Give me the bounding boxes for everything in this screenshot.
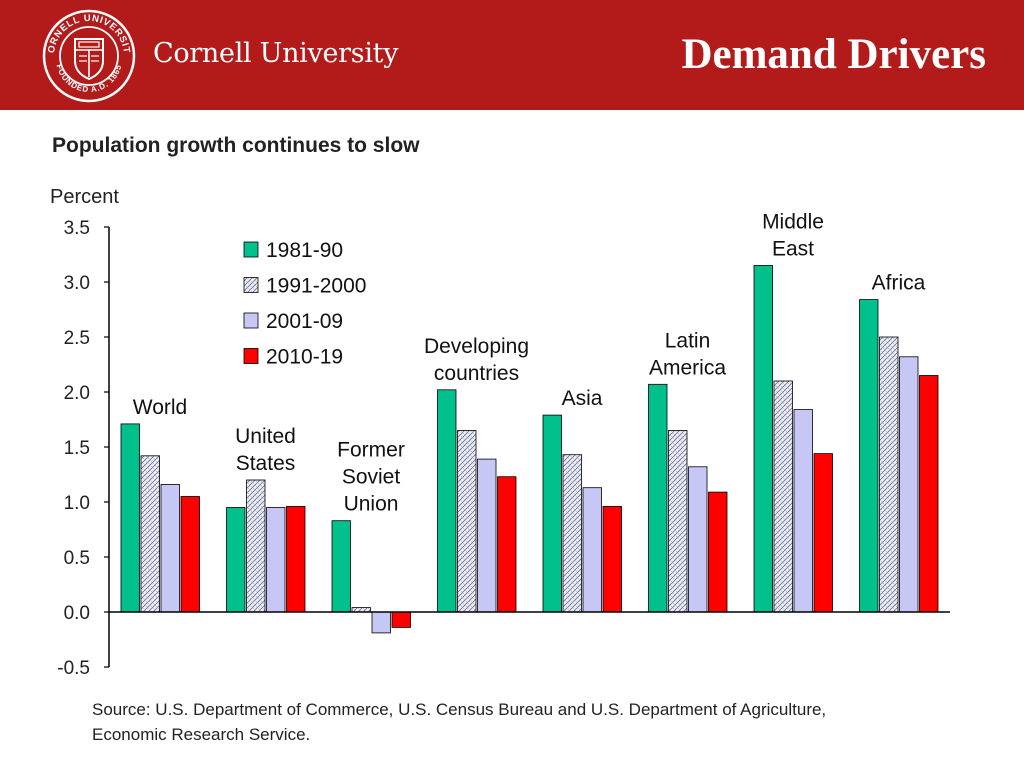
y-axis-label: Percent (50, 186, 119, 208)
category-label-line: Latin (665, 329, 711, 352)
legend-swatch (243, 277, 259, 293)
category-label: Former Soviet Union (337, 439, 405, 516)
bar-1981-90-latin-america (648, 383, 668, 613)
bar-2001-09-africa (899, 356, 919, 613)
category-label-line: Union (344, 493, 399, 516)
bar-2010-19-united-states (286, 505, 306, 613)
category-label-line: States (236, 452, 296, 475)
bar-2001-09-middle-east (793, 409, 813, 613)
bar-2010-19-world (180, 496, 200, 613)
bar-1991-2000-developing-countries (457, 430, 477, 613)
legend-label: 2010-19 (266, 346, 343, 369)
y-tick-label: 0.0 (64, 603, 90, 624)
bar-1981-90-world (120, 423, 140, 613)
bar-2010-19-developing-countries (497, 476, 517, 613)
bar-2001-09-developing-countries (477, 458, 497, 613)
y-tick-label: 2.5 (64, 328, 90, 349)
category-label-line: World (133, 396, 187, 419)
legend-swatch (243, 241, 259, 258)
bar-1981-90-asia (542, 414, 562, 613)
category-label-line: Soviet (342, 466, 401, 489)
bar-2010-19-former-soviet-union (391, 611, 411, 628)
legend-label: 1981-90 (266, 239, 343, 262)
category-label: World (133, 396, 187, 419)
category-label-line: countries (434, 362, 519, 385)
y-tick-label: 1.0 (64, 493, 90, 514)
bar-1981-90-middle-east (753, 265, 773, 613)
cornell-seal-icon: CORNELL UNIVERSITY FOUNDED A.D. 1865 (42, 9, 136, 103)
slide-title: Demand Drivers (681, 31, 986, 78)
bar-1991-2000-middle-east (773, 380, 793, 613)
category-label-line: America (649, 356, 726, 379)
bar-2010-19-latin-america (708, 491, 728, 613)
category-label-line: Asia (562, 387, 603, 410)
category-label-line: United (235, 425, 296, 448)
category-label: United States (235, 425, 296, 475)
legend-swatch (243, 312, 259, 329)
legend-label: 2001-09 (266, 310, 343, 333)
y-tick-label: 0.5 (64, 548, 90, 569)
legend-swatch (243, 348, 259, 364)
bar-2010-19-asia (602, 505, 622, 613)
category-label-line: Middle (762, 211, 824, 234)
y-tick-label: 2.0 (64, 383, 90, 404)
category-label: Asia (562, 387, 603, 410)
bar-1981-90-africa (859, 299, 879, 613)
bar-2010-19-africa (919, 375, 939, 613)
bar-1981-90-developing-countries (437, 389, 457, 613)
y-tick-label: 1.5 (64, 438, 90, 459)
category-label-line: East (772, 238, 814, 261)
bar-2001-09-former-soviet-union (371, 611, 391, 634)
y-tick-label: 3.5 (64, 218, 90, 239)
source-note: Source: U.S. Department of Commerce, U.S… (92, 700, 827, 744)
category-label: Developing countries (424, 335, 529, 385)
bar-1991-2000-latin-america (668, 430, 688, 613)
brand-name: Cornell University (153, 38, 399, 69)
category-label-line: Africa (872, 272, 926, 295)
legend-label: 1991-2000 (266, 275, 366, 298)
category-label-line: Former (337, 439, 405, 462)
header-bar: CORNELL UNIVERSITY FOUNDED A.D. 1865 Cor… (0, 0, 1024, 110)
y-tick-label: 3.0 (64, 273, 90, 294)
category-label-line: Developing (424, 335, 529, 358)
bar-2001-09-asia (582, 487, 602, 613)
category-label: Middle East (762, 211, 824, 261)
bar-2010-19-middle-east (813, 453, 833, 613)
bar-1991-2000-world (140, 455, 160, 613)
bar-1991-2000-africa (879, 336, 899, 613)
bar-1991-2000-asia (562, 454, 582, 613)
category-label: Africa (872, 272, 926, 295)
y-tick-label: -0.5 (57, 658, 90, 679)
category-label: Latin America (649, 329, 726, 379)
bar-1991-2000-united-states (246, 479, 266, 613)
chart-title: Population growth continues to slow (52, 134, 420, 157)
bar-2001-09-latin-america (688, 466, 708, 613)
bar-1981-90-united-states (226, 507, 246, 613)
bar-2001-09-united-states (266, 507, 286, 613)
bar-2001-09-world (160, 483, 180, 613)
bar-1981-90-former-soviet-union (331, 520, 351, 613)
